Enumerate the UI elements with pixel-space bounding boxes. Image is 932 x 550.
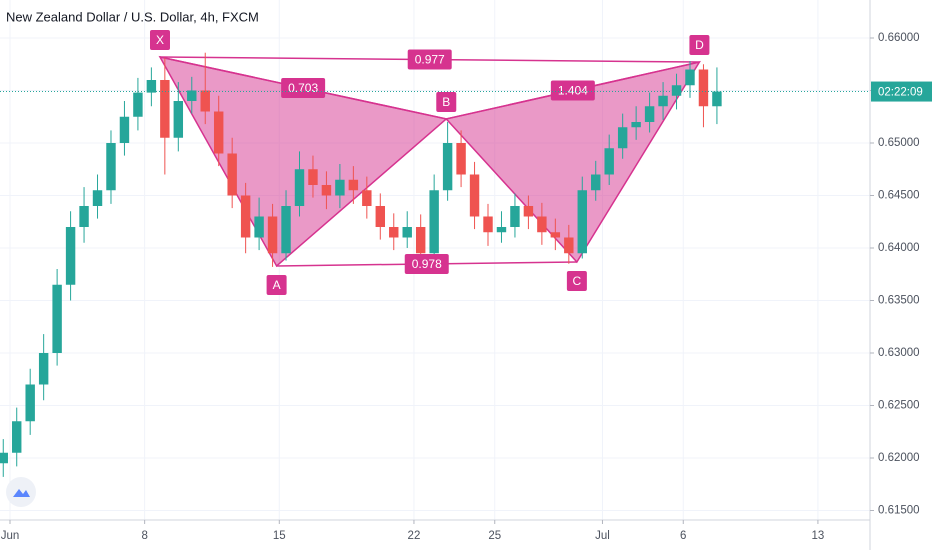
candle-body	[402, 226, 412, 238]
candle-body	[335, 179, 345, 196]
axes: 0.61500 0.62000 0.62500 0.63000 0.63500 0.640…	[0, 32, 932, 542]
y-tick-label: 0.64000	[878, 242, 920, 254]
candle-body	[617, 127, 628, 149]
candle-body	[254, 216, 264, 238]
pattern-labels: 0.703 0.977 1.404 0.978 X A B C D	[149, 30, 710, 295]
logo-icon	[13, 489, 30, 497]
x-tick-label: 6	[680, 530, 686, 542]
x-tick-label: 8	[141, 530, 147, 542]
ratio-label: 0.977	[415, 53, 445, 67]
candle-body	[213, 111, 224, 154]
candle-body	[469, 174, 480, 217]
candle-body	[0, 452, 8, 464]
candle-body	[173, 100, 184, 138]
candle-body	[604, 148, 614, 175]
candle-body	[133, 92, 143, 117]
candle-body	[712, 91, 722, 107]
y-tick-label: 0.66000	[878, 32, 920, 44]
candle-body	[362, 190, 372, 206]
candle-body	[510, 205, 520, 227]
candle-body	[591, 174, 601, 191]
candle-body	[119, 116, 130, 143]
candle-body	[52, 284, 62, 353]
ratio-label: 0.703	[288, 81, 318, 95]
candles	[0, 52, 722, 477]
candle-body	[442, 142, 453, 191]
candle-body	[483, 216, 493, 233]
x-tick-label: 13	[812, 530, 825, 542]
ratio-box	[550, 80, 595, 101]
candle-body	[415, 226, 426, 254]
countdown: 02:22:09	[878, 87, 923, 99]
point-label: A	[273, 278, 281, 292]
point-label: B	[442, 95, 450, 109]
candle-body	[308, 169, 318, 185]
candle-body	[281, 205, 291, 254]
price-tag	[871, 81, 932, 102]
candle-body	[240, 195, 251, 238]
point-label: C	[573, 274, 582, 288]
y-tick-label: 0.64500	[878, 190, 920, 202]
x-tick-label: Jun	[1, 530, 20, 542]
candle-body	[146, 79, 157, 93]
point-box	[436, 91, 457, 112]
point-box	[566, 270, 587, 291]
x-tick-label: 22	[408, 530, 421, 542]
ratio-box	[404, 253, 449, 274]
candle-body	[537, 216, 547, 233]
candle-body	[375, 205, 386, 227]
x-tick-label: Jul	[595, 530, 610, 542]
candle-body	[267, 216, 278, 254]
ratio-box	[281, 77, 326, 98]
candle-body	[644, 106, 655, 122]
candle-body	[658, 95, 668, 107]
candle-body	[38, 352, 49, 385]
point-label: X	[156, 33, 164, 47]
y-tick-label: 0.63000	[878, 347, 920, 359]
ratio-label: 0.978	[412, 257, 442, 271]
candle-body	[92, 190, 103, 206]
point-box	[266, 274, 287, 295]
point-label: D	[695, 38, 704, 52]
candle-body	[550, 232, 561, 238]
candle-body	[227, 153, 237, 196]
candle-body	[564, 237, 574, 254]
point-box	[149, 30, 170, 51]
candle-body	[65, 226, 76, 285]
candle-body	[294, 169, 305, 206]
candle-body	[456, 142, 466, 175]
y-tick-label: 0.65000	[878, 137, 920, 149]
candle-body	[429, 190, 439, 254]
ratio-label: 1.404	[558, 84, 588, 98]
candle-body	[685, 69, 695, 86]
point-box	[689, 35, 710, 56]
y-tick-label: 0.61500	[878, 505, 920, 517]
candle-body	[160, 79, 170, 138]
y-tick-label: 0.63500	[878, 295, 920, 307]
candle-body	[106, 142, 116, 191]
candle-body	[200, 90, 210, 112]
candle-body	[698, 69, 709, 107]
candle-body	[496, 226, 507, 233]
candle-body	[577, 190, 587, 254]
candle-body	[187, 90, 197, 101]
logo[interactable]	[6, 477, 36, 507]
candle-body	[25, 384, 35, 422]
candle-body	[12, 421, 22, 453]
y-tick-label: 0.62500	[878, 400, 920, 412]
candle-body	[389, 226, 399, 238]
candle-body	[348, 179, 359, 191]
chart-title: New Zealand Dollar / U.S. Dollar, 4h, FX…	[6, 9, 259, 24]
candle-body	[523, 205, 534, 217]
candle-body	[321, 184, 332, 196]
candle-body	[631, 121, 641, 128]
candle-body	[671, 85, 682, 96]
x-tick-label: 25	[488, 530, 501, 542]
candle-body	[79, 205, 89, 227]
x-tick-label: 15	[273, 530, 286, 542]
y-tick-label: 0.62000	[878, 452, 920, 464]
ratio-box	[407, 49, 452, 70]
